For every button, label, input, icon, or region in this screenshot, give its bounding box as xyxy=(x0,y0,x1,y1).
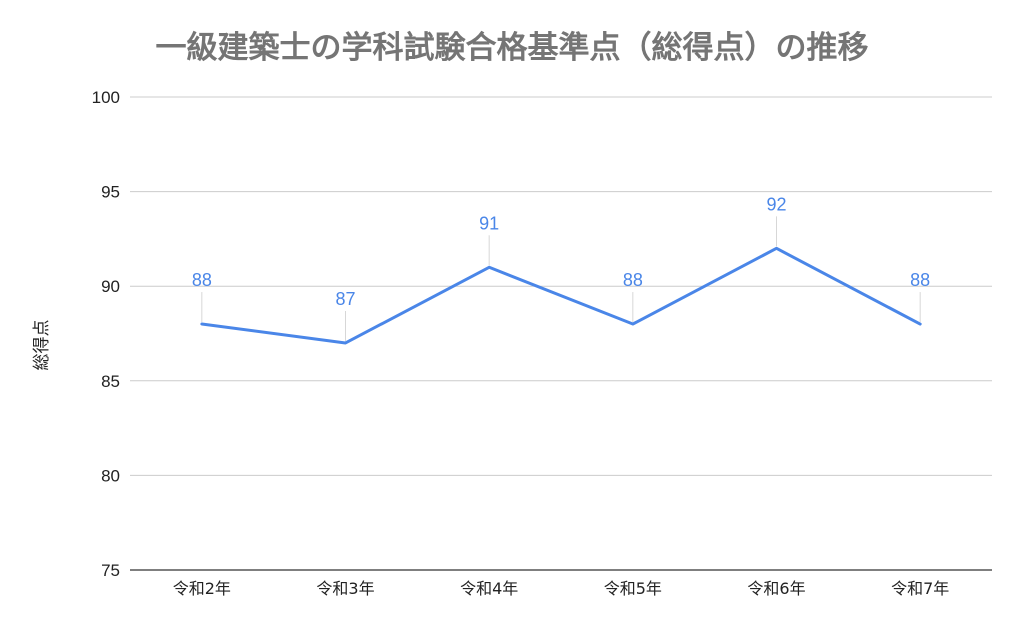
data-label: 87 xyxy=(335,289,355,309)
y-tick-label: 95 xyxy=(101,183,120,202)
data-label: 91 xyxy=(479,213,499,233)
x-tick-label: 令和5年 xyxy=(604,579,662,598)
y-axis-title: 総得点 xyxy=(32,320,52,371)
data-labels: 88 87 91 88 92 88 xyxy=(192,194,930,309)
series-line xyxy=(200,246,922,345)
data-label-leaders xyxy=(201,216,921,341)
data-label: 88 xyxy=(910,270,930,290)
y-tick-label: 75 xyxy=(101,561,120,580)
data-label: 92 xyxy=(766,194,786,214)
y-tick-label: 85 xyxy=(101,372,120,391)
y-tick-label: 80 xyxy=(101,466,120,485)
data-label: 88 xyxy=(623,270,643,290)
gridlines xyxy=(130,96,992,571)
y-tick-label: 90 xyxy=(101,277,120,296)
data-label: 88 xyxy=(192,270,212,290)
y-axis-ticks: 75 80 85 90 95 100 xyxy=(92,88,120,580)
x-tick-label: 令和2年 xyxy=(173,579,231,598)
x-axis-ticks: 令和2年 令和3年 令和4年 令和5年 令和6年 令和7年 xyxy=(173,579,950,598)
x-tick-label: 令和3年 xyxy=(316,579,374,598)
x-tick-label: 令和7年 xyxy=(891,579,949,598)
x-tick-label: 令和6年 xyxy=(747,579,805,598)
series-lines xyxy=(200,246,922,345)
chart-title: 一級建築士の学科試験合格基準点（総得点）の推移 xyxy=(156,30,869,66)
y-tick-label: 100 xyxy=(92,88,120,107)
x-tick-label: 令和4年 xyxy=(460,579,518,598)
